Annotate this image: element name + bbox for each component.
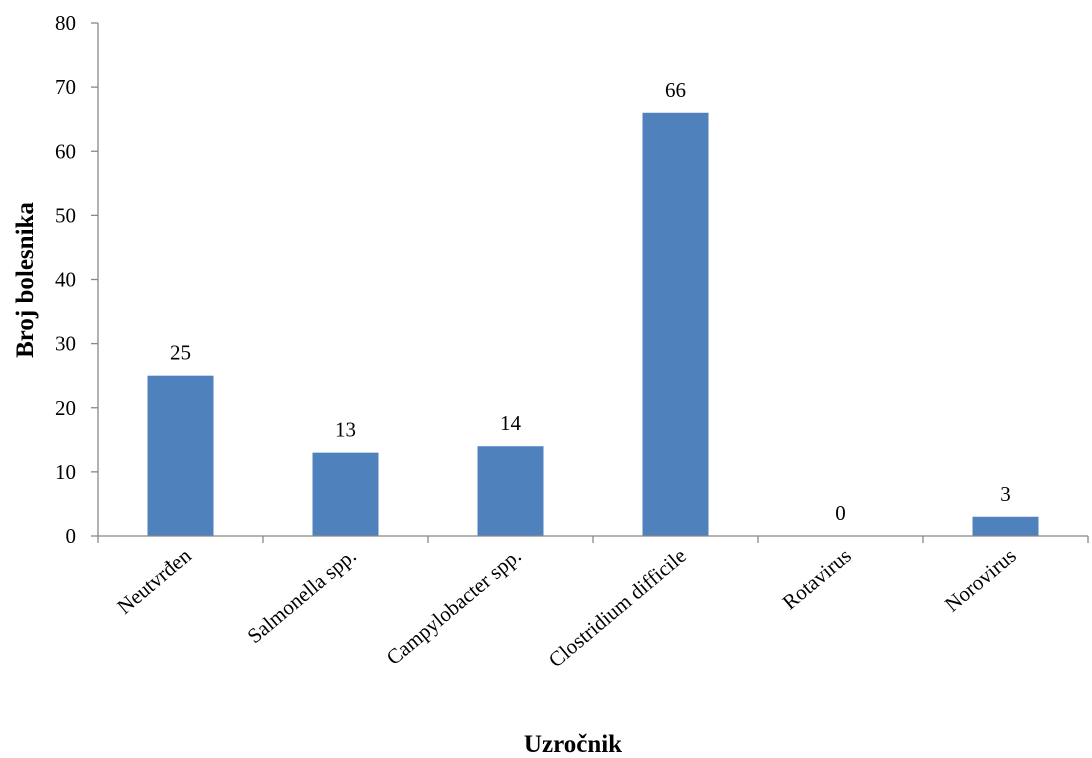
data-label: 66 <box>665 78 686 102</box>
bars <box>147 112 1039 537</box>
x-tick-label: Campylobacter spp. <box>382 543 526 669</box>
x-tick-label: Clostridium difficile <box>544 543 691 672</box>
y-tick-label: 40 <box>55 268 76 292</box>
bar <box>147 375 214 536</box>
data-label: 14 <box>500 411 522 435</box>
data-label: 25 <box>170 341 191 365</box>
y-axis-title: Broj bolesnika <box>12 202 39 358</box>
data-label: 13 <box>335 418 356 442</box>
y-tick-label: 50 <box>55 203 76 227</box>
x-tick-label: Salmonella spp. <box>243 543 361 648</box>
y-axis: 0 10 20 30 40 50 60 70 80 <box>55 11 99 548</box>
y-tick-label: 70 <box>55 75 76 99</box>
x-tick-label: Rotavirus <box>778 543 856 614</box>
data-labels: 25 13 14 66 0 3 <box>170 78 1011 525</box>
y-tick-label: 20 <box>55 396 76 420</box>
data-label: 0 <box>835 501 846 525</box>
bar <box>642 112 709 537</box>
bar <box>972 516 1039 536</box>
y-tick-label: 60 <box>55 139 76 163</box>
x-tick-label: Norovirus <box>940 543 1021 616</box>
y-tick-label: 80 <box>55 11 76 35</box>
bar <box>312 452 379 536</box>
data-label: 3 <box>1000 482 1011 506</box>
bar <box>477 446 544 536</box>
x-tick-label: Neutvrđen <box>112 543 196 619</box>
y-tick-label: 10 <box>55 460 76 484</box>
x-axis: Neutvrđen Salmonella spp. Campylobacter sp… <box>97 535 1089 672</box>
y-tick-label: 30 <box>55 332 76 356</box>
x-axis-title: Uzročnik <box>524 731 622 758</box>
y-tick-label: 0 <box>66 524 77 548</box>
